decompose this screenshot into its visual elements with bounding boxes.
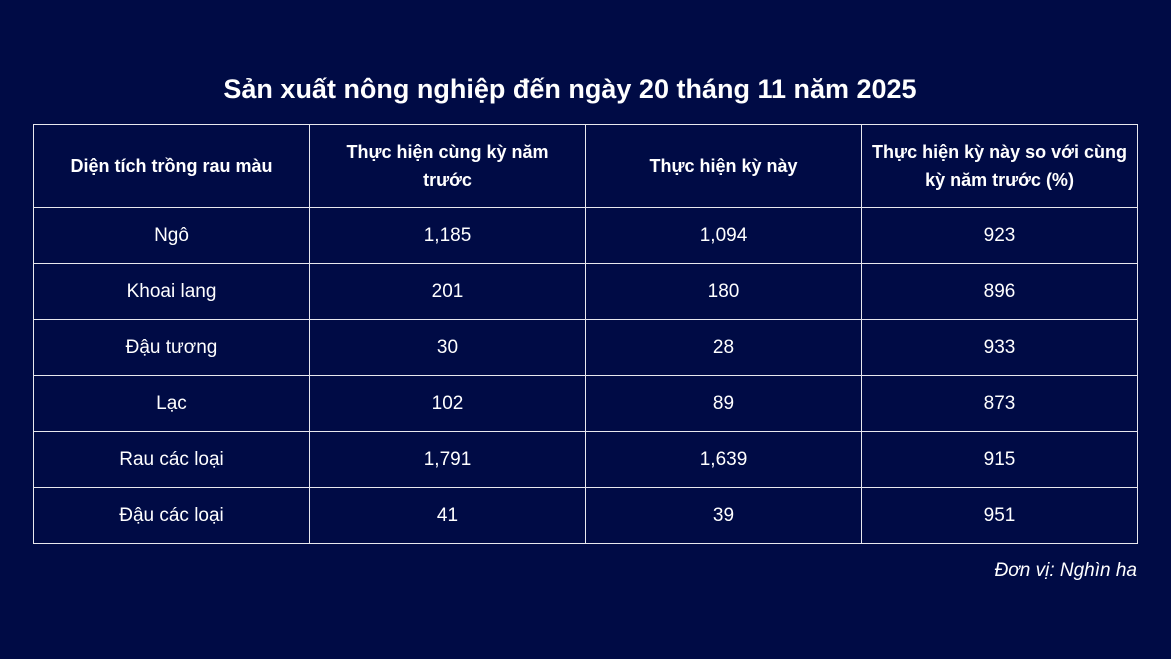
cell-previous-year: 1,185 [309,207,586,264]
cell-percent: 951 [861,487,1138,544]
cell-current-period: 1,094 [585,207,862,264]
cell-previous-year: 41 [309,487,586,544]
cell-crop: Ngô [33,207,310,264]
cell-current-period: 1,639 [585,431,862,488]
cell-crop: Lạc [33,375,310,432]
cell-previous-year: 102 [309,375,586,432]
cell-current-period: 89 [585,375,862,432]
cell-percent: 933 [861,319,1138,376]
cell-previous-year: 1,791 [309,431,586,488]
cell-crop: Đậu các loại [33,487,310,544]
column-header-crop-area: Diện tích trồng rau màu [33,124,310,208]
table-row: Ngô 1,185 1,094 923 [33,207,1138,264]
table-row: Đậu các loại 41 39 951 [33,487,1138,544]
table-row: Rau các loại 1,791 1,639 915 [33,431,1138,488]
cell-previous-year: 201 [309,263,586,320]
table-title: Sản xuất nông nghiệp đến ngày 20 tháng 1… [223,74,917,104]
unit-note: Đơn vị: Nghìn ha [994,560,1137,581]
table-row: Đậu tương 30 28 933 [33,319,1138,376]
table-row: Khoai lang 201 180 896 [33,263,1138,320]
cell-crop: Rau các loại [33,431,310,488]
cell-previous-year: 30 [309,319,586,376]
data-table: Diện tích trồng rau màu Thực hiện cùng k… [33,124,1138,544]
cell-current-period: 39 [585,487,862,544]
cell-percent: 896 [861,263,1138,320]
column-header-current-period: Thực hiện kỳ này [585,124,862,208]
table-row: Lạc 102 89 873 [33,375,1138,432]
cell-percent: 873 [861,375,1138,432]
column-header-previous-year: Thực hiện cùng kỳ năm trước [309,124,586,208]
column-header-percent-comparison: Thực hiện kỳ này so với cùng kỳ năm trướ… [861,124,1138,208]
cell-percent: 923 [861,207,1138,264]
cell-current-period: 28 [585,319,862,376]
cell-current-period: 180 [585,263,862,320]
cell-crop: Khoai lang [33,263,310,320]
cell-crop: Đậu tương [33,319,310,376]
header-row: Diện tích trồng rau màu Thực hiện cùng k… [33,124,1138,208]
cell-percent: 915 [861,431,1138,488]
